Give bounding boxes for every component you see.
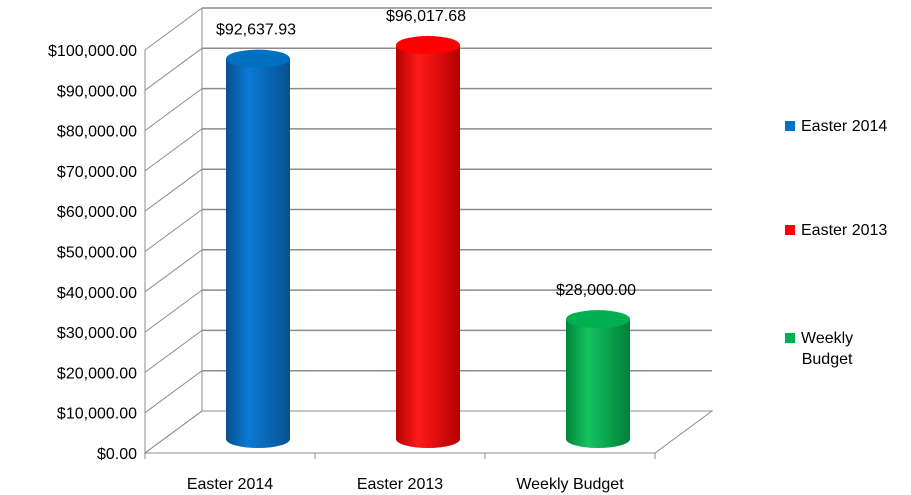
y-tick-label: $10,000.00 (57, 406, 137, 423)
legend-swatch (785, 121, 795, 131)
y-tick-label: $50,000.00 (57, 245, 137, 262)
gridline-side (144, 209, 203, 252)
legend-label: Weekly Budget (801, 330, 854, 368)
x-category-label: Easter 2013 (357, 476, 443, 493)
data-labels: $92,637.93 $96,017.68 $28,000.00 (216, 8, 636, 299)
bar-body (226, 58, 290, 449)
y-tick-label: $20,000.00 (57, 365, 137, 382)
y-tick-label: $0.00 (97, 446, 137, 463)
x-axis: Easter 2014 Easter 2013 Weekly Budget (144, 453, 656, 493)
gridline-side (144, 88, 203, 132)
y-tick-label: $70,000.00 (57, 164, 137, 181)
bar (226, 49, 290, 449)
data-label: $28,000.00 (556, 282, 636, 299)
bar-top (566, 310, 630, 329)
legend-item: Easter 2014 (785, 116, 887, 137)
gridline-side (144, 249, 203, 293)
gridline-side (144, 329, 203, 373)
data-label: $96,017.68 (386, 8, 466, 25)
y-tick-label: $60,000.00 (57, 204, 137, 221)
y-tick-label: $100,000.00 (48, 43, 137, 60)
bar-top (226, 49, 290, 68)
gridline-side (144, 7, 203, 51)
legend: Easter 2014 Easter 2013 Weekly Budget (785, 0, 911, 495)
y-tick-label: $30,000.00 (57, 325, 137, 342)
gridline-side (144, 47, 203, 91)
bar-top (396, 36, 460, 55)
bar (566, 310, 630, 448)
bar-body (396, 45, 460, 449)
bar (396, 36, 460, 449)
legend-label: Easter 2013 (801, 222, 888, 239)
gridline-side (144, 128, 203, 172)
gridline-side (144, 410, 203, 454)
legend-label: Easter 2014 (801, 118, 888, 135)
legend-swatch (785, 333, 795, 343)
legend-item: Weekly Budget (785, 328, 853, 370)
gridline-side (144, 370, 203, 414)
legend-swatch (785, 225, 795, 235)
x-category-label: Weekly Budget (516, 476, 624, 493)
bar-body (566, 319, 630, 448)
gridline-side (144, 168, 203, 212)
legend-item: Easter 2013 (785, 220, 887, 241)
y-tick-label: $40,000.00 (57, 285, 137, 302)
gridline-side (144, 289, 203, 333)
y-axis: $0.00 $10,000.00 $20,000.00 $30,000.00 $40,0… (48, 8, 203, 463)
chart-canvas: $0.00 $10,000.00 $20,000.00 $30,000.00 $40,0… (48, 7, 714, 493)
bars (226, 36, 630, 449)
data-label: $92,637.93 (216, 22, 296, 39)
y-tick-label: $80,000.00 (57, 124, 137, 141)
y-tick-label: $90,000.00 (57, 83, 137, 100)
x-category-label: Easter 2014 (187, 476, 273, 493)
